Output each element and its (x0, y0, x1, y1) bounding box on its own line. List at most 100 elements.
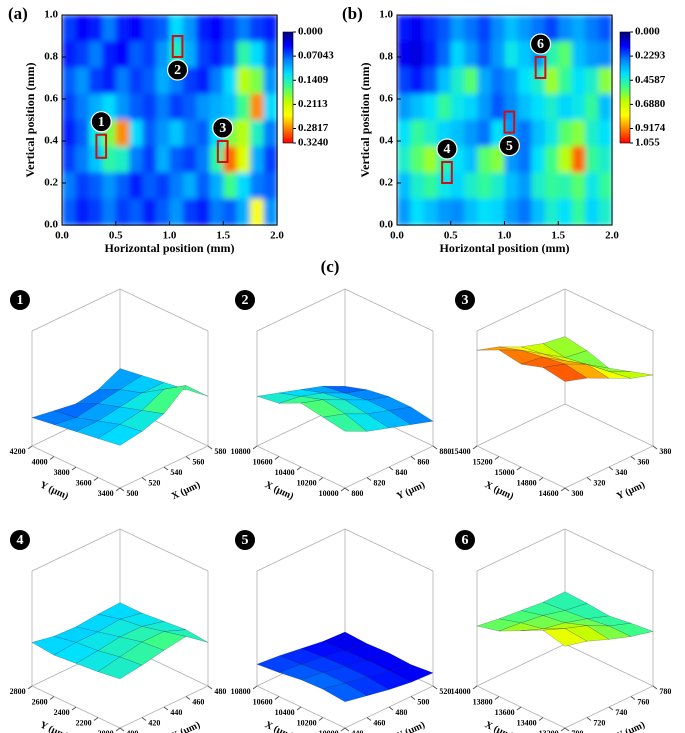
heat-cell (544, 67, 559, 95)
x-tick-label: 0.5 (444, 230, 458, 242)
tick (27, 685, 33, 690)
box-edge (344, 528, 434, 572)
heat-cell (263, 67, 278, 95)
surface-patch (97, 424, 143, 446)
heat-cell (142, 15, 157, 42)
heat-cell (423, 67, 438, 95)
tick-label: 14000 (451, 687, 471, 696)
heat-cell (531, 198, 546, 226)
heat-cell (129, 146, 144, 174)
heat-cell (544, 146, 559, 174)
tick-label: 840 (395, 468, 407, 477)
heat-cell (571, 15, 586, 42)
heat-cell (102, 198, 117, 226)
tick (538, 477, 544, 481)
region-marker-label: 6 (537, 37, 544, 52)
heat-cell (250, 198, 265, 226)
tick-label: 480 (214, 687, 226, 696)
tick (432, 445, 438, 450)
heat-cell (156, 198, 171, 226)
heat-cell (544, 198, 559, 226)
surface-marker-label: 4 (17, 533, 24, 548)
heat-cell (250, 120, 265, 147)
heat-cell (263, 120, 278, 147)
tick (119, 487, 125, 492)
heat-cell (102, 146, 117, 174)
tick-label: 760 (637, 697, 649, 706)
surface-patch (498, 346, 544, 355)
surface-patch (300, 656, 346, 673)
heat-cell (397, 41, 412, 69)
heat-cell (115, 41, 130, 69)
heat-cell (115, 172, 130, 200)
heat-cell (544, 120, 559, 147)
heat-cell (142, 198, 157, 226)
region-marker-label: 5 (506, 139, 513, 154)
heat-cell (102, 15, 117, 42)
tick-label: 300 (571, 489, 583, 498)
surface-patch (97, 406, 143, 425)
heat-cell (598, 93, 613, 121)
heat-cell (558, 67, 573, 95)
region-box (171, 35, 184, 58)
heat-cell (75, 93, 90, 121)
tick (472, 445, 478, 450)
x-tick-label: 1.0 (163, 230, 177, 242)
tick-label: 880 (439, 447, 451, 456)
surface-patch (53, 642, 99, 664)
tick (494, 456, 500, 460)
tick (432, 685, 438, 690)
heat-cell (88, 172, 103, 200)
tick-label: 15200 (473, 457, 493, 466)
heat-cell (464, 93, 479, 121)
heat-cell (517, 198, 532, 226)
heat-cell (115, 146, 130, 174)
heat-cell (196, 67, 211, 95)
heat-cell (156, 120, 171, 147)
heat-cell (156, 15, 171, 42)
heat-cell (558, 146, 573, 174)
heat-cell (558, 93, 573, 121)
heat-cell (182, 41, 197, 69)
region-marker-label: 1 (98, 115, 105, 130)
heat-cell (209, 41, 224, 69)
tick-label: 720 (593, 718, 605, 727)
heat-cell (223, 198, 238, 226)
heat-cell (397, 146, 412, 174)
y-tick-label: 0.8 (44, 51, 58, 63)
colorbar-tick-label: 0.4587 (635, 74, 666, 86)
region-box (534, 56, 547, 79)
tick (560, 487, 566, 492)
heat-cell (571, 198, 586, 226)
colorbar-tick-label: 0.6880 (635, 98, 666, 110)
heat-cell (102, 67, 117, 95)
heat-cell (558, 172, 573, 200)
heat-cell (196, 41, 211, 69)
heat-cell (571, 120, 586, 147)
tick (49, 456, 55, 460)
heat-cell (62, 67, 77, 95)
surface-patch (344, 389, 390, 401)
heat-cell (263, 41, 278, 69)
surface-marker (455, 290, 475, 310)
tick (163, 706, 169, 711)
tick-label: 13800 (473, 697, 493, 706)
surface-patch (300, 399, 346, 418)
tick-label: 520 (148, 478, 160, 487)
tick-label: 4000 (32, 457, 48, 466)
heat-cell (491, 67, 506, 95)
surface-patch (75, 403, 121, 422)
heatmap-panel: 0.0 0.5 1.0 1.5 2.00.00.20.40.60.81.0Horizon… (8, 4, 334, 255)
y-tick-label: 0.4 (44, 135, 58, 147)
heat-cell (491, 15, 506, 42)
tick (652, 685, 658, 690)
surface-patch (278, 389, 324, 397)
tick (630, 696, 636, 700)
axis-title: X (μm) (170, 719, 202, 733)
heat-cell (129, 93, 144, 121)
heat-cell (585, 198, 600, 226)
box-edge (256, 288, 346, 332)
heat-cell (236, 120, 251, 147)
surface-patch (344, 399, 390, 415)
heat-cell (464, 198, 479, 226)
